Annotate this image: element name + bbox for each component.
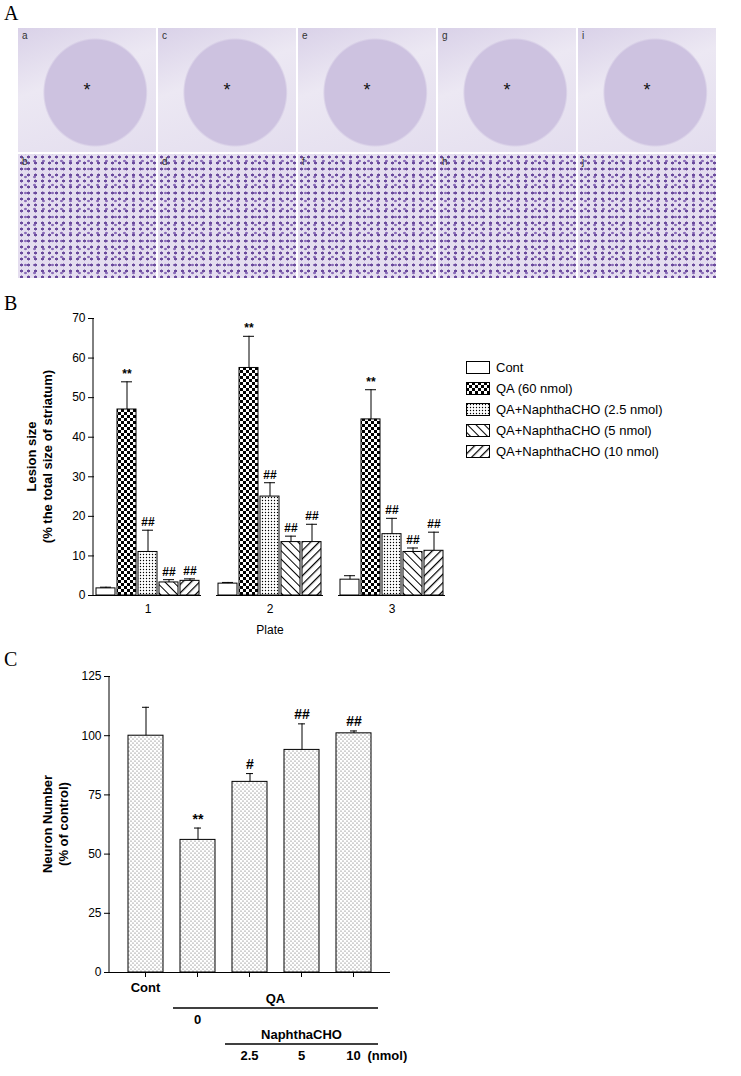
svg-text:Lesion size(% the total size o: Lesion size(% the total size of striatum… xyxy=(24,370,55,543)
svg-text:**: ** xyxy=(122,367,132,381)
svg-text:##: ## xyxy=(305,509,319,523)
svg-text:0: 0 xyxy=(194,1012,201,1027)
svg-text:60: 60 xyxy=(72,351,86,365)
svg-text:2.5: 2.5 xyxy=(240,1048,258,1063)
html-text:h: h xyxy=(442,156,448,167)
svg-text:1: 1 xyxy=(145,602,152,616)
svg-text:10: 10 xyxy=(72,549,86,563)
svg-text:0: 0 xyxy=(95,965,102,979)
svg-text:#: # xyxy=(246,756,254,772)
svg-text:50: 50 xyxy=(88,847,102,861)
svg-text:**: ** xyxy=(244,321,254,335)
svg-text:(nmol): (nmol) xyxy=(368,1048,408,1063)
svg-text:20: 20 xyxy=(72,509,86,523)
svg-text:40: 40 xyxy=(72,430,86,444)
svg-text:70: 70 xyxy=(72,311,86,325)
svg-text:QA: QA xyxy=(266,991,286,1006)
html-text:d: d xyxy=(162,156,168,167)
svg-text:##: ## xyxy=(263,468,277,482)
svg-text:##: ## xyxy=(294,706,310,722)
html-text:QA+NaphthaCHO (10 nmol): QA+NaphthaCHO (10 nmol) xyxy=(496,444,659,459)
html-text:c: c xyxy=(162,30,167,41)
html-text:i: i xyxy=(582,30,585,41)
svg-text:5: 5 xyxy=(298,1048,305,1063)
svg-text:125: 125 xyxy=(81,669,101,683)
svg-text:Cont: Cont xyxy=(131,980,161,995)
svg-text:100: 100 xyxy=(81,729,101,743)
svg-text:3: 3 xyxy=(389,602,396,616)
svg-text:##: ## xyxy=(183,564,197,578)
svg-text:##: ## xyxy=(406,533,420,547)
html-text:C: C xyxy=(4,648,18,670)
svg-text:10: 10 xyxy=(346,1048,360,1063)
svg-text:##: ## xyxy=(427,517,441,531)
svg-text:30: 30 xyxy=(72,470,86,484)
svg-text:25: 25 xyxy=(88,906,102,920)
html-text:j: j xyxy=(582,156,585,167)
svg-text:**: ** xyxy=(366,375,376,389)
svg-text:**: ** xyxy=(193,811,204,827)
html-text:e: e xyxy=(302,30,308,41)
svg-text:0: 0 xyxy=(79,588,86,602)
html-text:f: f xyxy=(302,156,305,167)
html-text:g: g xyxy=(442,30,448,41)
html-text:QA (60 nmol): QA (60 nmol) xyxy=(496,381,573,396)
html-text:QA+NaphthaCHO (2.5 nmol): QA+NaphthaCHO (2.5 nmol) xyxy=(496,402,663,417)
html-text:A: A xyxy=(4,2,19,24)
svg-text:75: 75 xyxy=(88,788,102,802)
svg-text:##: ## xyxy=(162,565,176,579)
svg-text:50: 50 xyxy=(72,390,86,404)
svg-text:Plate: Plate xyxy=(256,623,284,637)
html-text:QA+NaphthaCHO (5 nmol): QA+NaphthaCHO (5 nmol) xyxy=(496,423,652,438)
svg-text:2: 2 xyxy=(267,602,274,616)
html-text:B: B xyxy=(4,292,18,314)
svg-text:##: ## xyxy=(284,521,298,535)
svg-text:Neuron Number(% of control): Neuron Number(% of control) xyxy=(40,775,71,873)
svg-text:##: ## xyxy=(385,503,399,517)
svg-text:NaphthaCHO: NaphthaCHO xyxy=(261,1027,342,1042)
html-text:Cont: Cont xyxy=(496,360,524,375)
svg-text:##: ## xyxy=(346,713,362,729)
html-text:b: b xyxy=(22,156,28,167)
html-text:a: a xyxy=(22,30,28,41)
svg-text:##: ## xyxy=(141,515,155,529)
